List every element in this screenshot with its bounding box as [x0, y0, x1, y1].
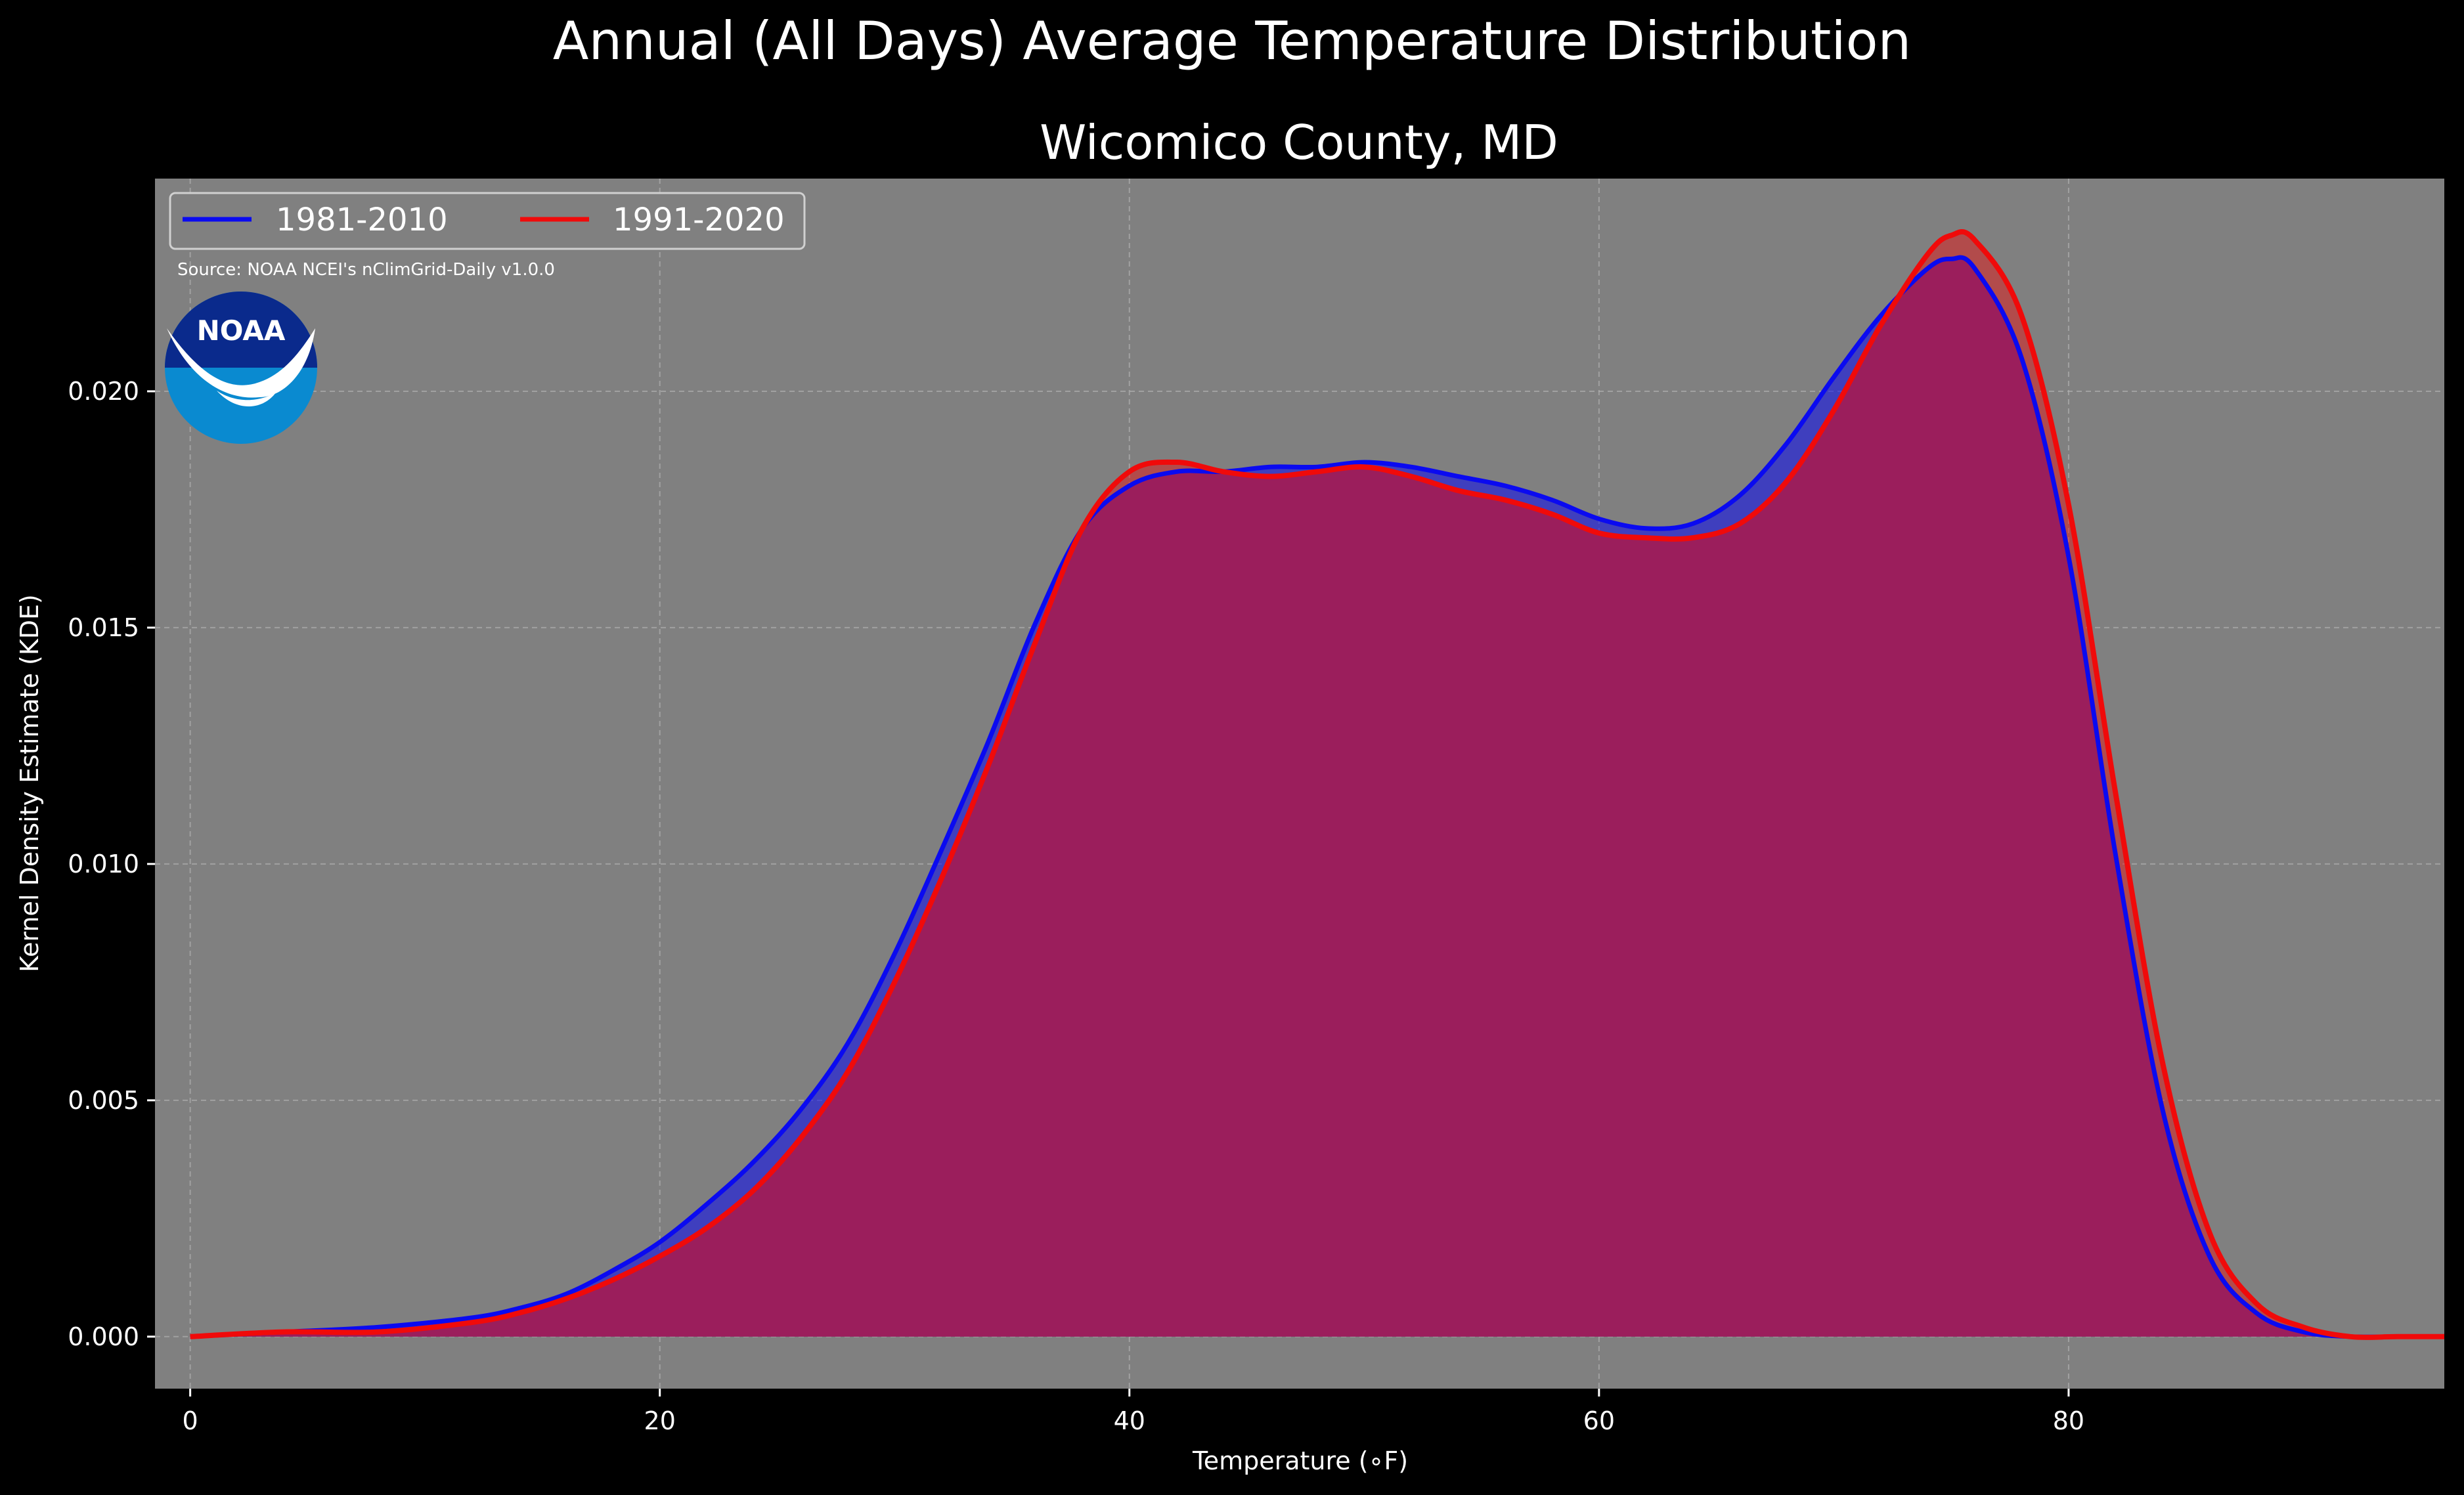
y-tick-label: 0.015: [68, 613, 139, 642]
legend: 1981-2010 1991-2020: [169, 192, 806, 250]
y-tick-label: 0.005: [68, 1086, 139, 1115]
x-tick-label: 40: [1114, 1406, 1145, 1435]
source-note: Source: NOAA NCEI's nClimGrid-Daily v1.0…: [177, 260, 555, 280]
chart-title: Annual (All Days) Average Temperature Di…: [553, 11, 1911, 72]
noaa-logo-icon: NOAA: [165, 292, 317, 444]
legend-label-1991-2020: 1991-2020: [613, 202, 785, 238]
x-tick-label: 80: [2053, 1406, 2084, 1435]
x-tick-label: 20: [644, 1406, 676, 1435]
y-tick-label: 0.000: [68, 1322, 139, 1351]
plot-area: 0 20 40 60 80 0.000 0.005 0.010 0.015 0.020: [68, 179, 2444, 1435]
legend-label-1981-2010: 1981-2010: [276, 202, 448, 238]
line-1981-2010: [190, 255, 2444, 1339]
y-tick-label: 0.020: [68, 377, 139, 406]
y-axis-label: Kernel Density Estimate (KDE): [15, 594, 44, 972]
legend-frame: [169, 192, 806, 250]
line-1991-2020: [190, 229, 2444, 1340]
x-axis-label: Temperature (∘F): [1192, 1446, 1408, 1475]
area-overlap: [190, 257, 2444, 1337]
noaa-logo-text: NOAA: [197, 314, 286, 347]
y-tick-label: 0.010: [68, 850, 139, 878]
x-tick-label: 0: [183, 1406, 198, 1435]
x-tick-label: 60: [1583, 1406, 1615, 1435]
chart-subtitle: Wicomico County, MD: [1040, 115, 1558, 170]
